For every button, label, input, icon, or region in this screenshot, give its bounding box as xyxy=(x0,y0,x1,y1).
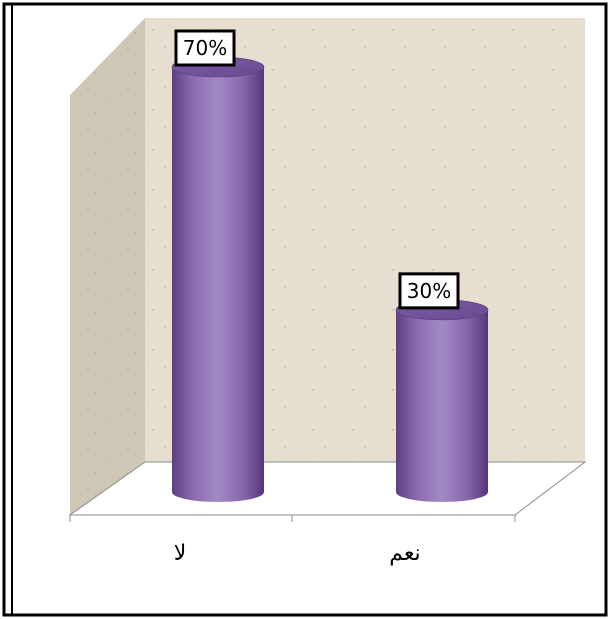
data-label-text: 70% xyxy=(183,36,227,60)
bar-0 xyxy=(171,56,265,502)
bar-body xyxy=(172,67,264,502)
data-label-1: 30% xyxy=(398,272,460,310)
data-label-text: 30% xyxy=(407,279,451,303)
bar-body xyxy=(396,309,488,502)
data-labels: 70% 30% xyxy=(174,29,460,310)
data-label-box xyxy=(174,29,236,67)
data-label-0: 70% xyxy=(174,29,236,67)
floor xyxy=(68,461,587,516)
category-labels: لا نعم xyxy=(174,541,421,566)
bar-1 xyxy=(395,299,489,502)
side-wall xyxy=(70,18,145,515)
category-label-1: نعم xyxy=(389,541,420,566)
bars xyxy=(171,56,489,502)
data-label-box xyxy=(398,272,460,310)
plot-walls xyxy=(68,18,587,516)
category-label-0: لا xyxy=(174,541,187,566)
x-axis xyxy=(69,514,516,522)
